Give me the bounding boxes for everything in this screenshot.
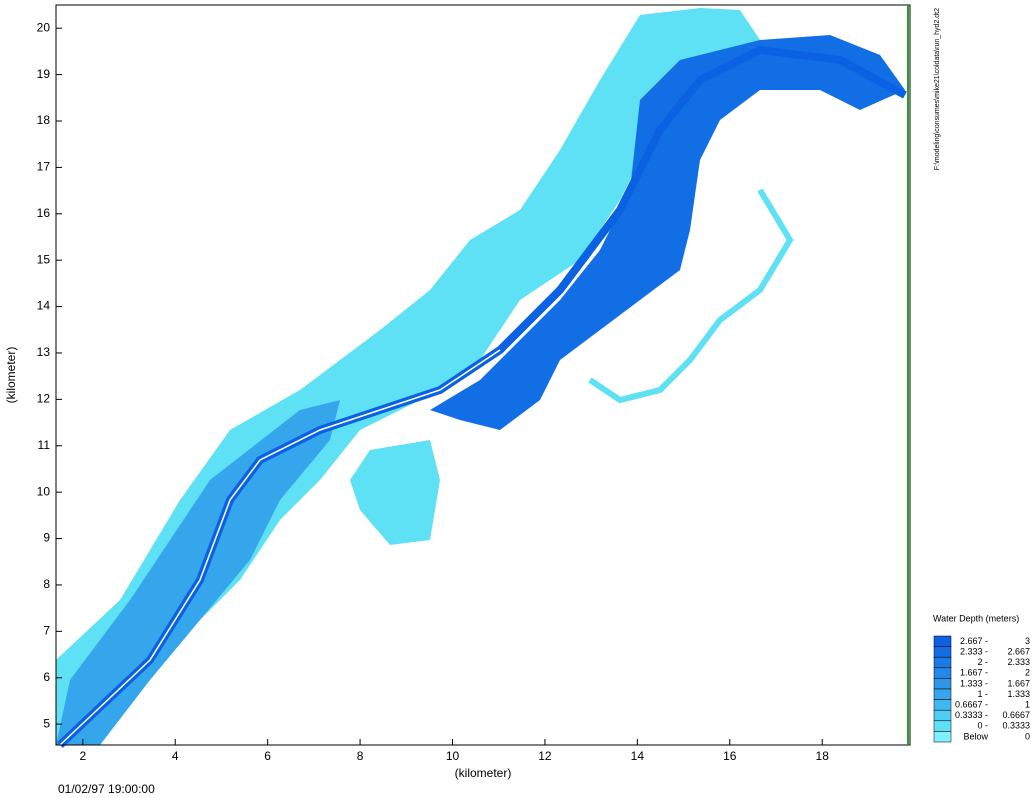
legend-swatch: [933, 646, 952, 658]
legend-title: Water Depth (meters): [933, 613, 1019, 623]
legend-swatch: [933, 678, 952, 690]
y-tick-label: 12: [37, 392, 51, 406]
y-tick-label: 11: [38, 438, 51, 452]
y-tick-label: 14: [37, 299, 51, 313]
legend-to: 3: [1025, 636, 1030, 646]
river-centerline: [59, 349, 501, 746]
legend-swatch: [933, 635, 952, 647]
y-tick-label: 15: [37, 252, 51, 266]
legend-to: 2.667: [1007, 646, 1030, 656]
legend-swatch: [933, 699, 952, 711]
shallow-lobe: [350, 440, 440, 545]
y-tick-label: 6: [43, 670, 50, 684]
x-tick-label: 8: [357, 749, 364, 763]
legend-to: 2.333: [1007, 657, 1030, 667]
legend-to: 0: [1025, 731, 1030, 741]
y-tick-label: 17: [37, 160, 51, 174]
x-axis-label: (kilometer): [455, 766, 512, 780]
axes: 2 4 6 8 10 12 14 16 18 5 6 7 8 9 10 11 12 13 14 15 16 17 18 19 2…: [37, 20, 830, 763]
x-tick-label: 2: [79, 749, 86, 763]
y-tick-label: 18: [37, 113, 51, 127]
legend-from: Below: [963, 731, 988, 741]
x-tick-label: 14: [631, 749, 645, 763]
legend-from: 1.333 -: [960, 678, 988, 688]
water-body: [56, 8, 907, 748]
legend-to: 1: [1025, 699, 1030, 709]
y-tick-label: 7: [43, 624, 50, 638]
legend-from: 2.667 -: [960, 636, 988, 646]
legend-from: 0 -: [977, 721, 988, 731]
legend-to: 1.667: [1007, 678, 1030, 688]
legend-to: 1.333: [1007, 689, 1030, 699]
legend-to: 0.3333: [1002, 721, 1030, 731]
x-tick-label: 6: [264, 749, 271, 763]
y-tick-label: 19: [37, 67, 51, 81]
x-tick-label: 16: [723, 749, 737, 763]
legend: 2.667 - 3 2.333 - 2.667 2 - 2.333 1.667 - 2 1.33…: [933, 635, 1030, 743]
y-tick-label: 9: [43, 531, 50, 545]
shallow-loop: [588, 188, 794, 404]
legend-from: 1 -: [977, 689, 988, 699]
legend-from: 2 -: [977, 657, 988, 667]
legend-from: 2.333 -: [960, 646, 988, 656]
legend-swatch: [933, 720, 952, 732]
y-tick-label: 13: [37, 345, 51, 359]
y-tick-label: 20: [37, 20, 51, 34]
y-tick-label: 16: [37, 206, 51, 220]
x-tick-label: 18: [816, 749, 830, 763]
legend-to: 0.6667: [1002, 710, 1030, 720]
y-tick-label: 5: [43, 716, 50, 730]
y-tick-label: 8: [43, 577, 50, 591]
legend-from: 1.667 -: [960, 668, 988, 678]
legend-swatch: [933, 667, 952, 679]
medium-area: [56, 400, 340, 745]
legend-swatch: [933, 709, 952, 722]
x-tick-label: 4: [172, 749, 179, 763]
legend-from: 0.6667 -: [955, 699, 988, 709]
legend-swatch: [933, 688, 952, 700]
x-tick-label: 10: [446, 749, 460, 763]
plot-frame: [55, 4, 911, 746]
deep-area: [430, 35, 905, 430]
legend-to: 2: [1025, 668, 1030, 678]
legend-swatch: [933, 731, 952, 743]
timestamp: 01/02/97 19:00:00: [58, 782, 155, 796]
legend-swatch: [933, 656, 952, 669]
y-axis-label: (kilometer): [4, 347, 18, 404]
legend-from: 0.3333 -: [955, 710, 988, 720]
x-tick-label: 12: [538, 749, 552, 763]
y-tick-label: 10: [37, 484, 51, 498]
file-path: F:\modeling\consumes\mike21\coldata\run_…: [934, 8, 941, 170]
